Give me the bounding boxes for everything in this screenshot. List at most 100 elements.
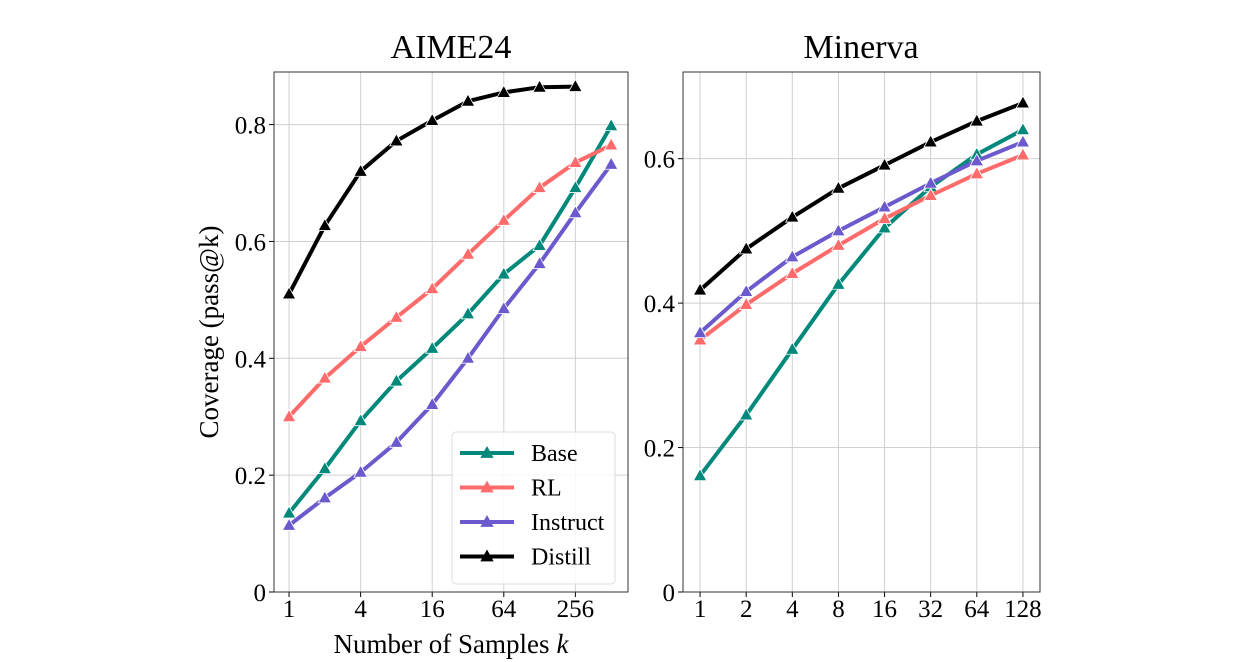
data-point-marker [784,249,800,263]
x-tick-label: 4 [786,596,799,623]
data-point-marker [568,204,583,219]
data-point-marker [532,237,547,251]
series-base [692,121,1031,482]
data-point-marker [496,212,512,226]
data-point-marker [877,210,892,224]
series-distill [281,78,583,300]
legend-label: Instruct [531,510,605,536]
data-point-marker [389,434,404,448]
data-point-marker [460,246,476,260]
data-point-marker [389,373,404,387]
data-point-marker [496,300,512,314]
series-line [287,143,613,419]
legend-triangle-icon [480,480,494,493]
axes-frame [682,71,1041,593]
data-point-marker [460,306,476,320]
data-point-marker [353,338,368,352]
x-tick-label: 32 [918,596,943,623]
data-point-marker [424,396,440,410]
data-point-marker [784,209,800,223]
x-tick-label: 8 [832,596,845,623]
data-point-marker [353,412,368,427]
series-distill [692,95,1031,296]
data-point-marker [568,154,583,168]
data-point-marker [353,464,368,478]
y-tick-label: 0.6 [644,147,675,174]
minerva-panel: 1 2 4 8 16 32 64 128 0 0.2 0.4 0.6 Minerva [644,29,1042,623]
x-tick-label: 64 [491,596,517,623]
y-tick-label: 0.6 [235,229,266,256]
data-point-marker [317,370,333,384]
x-tick-label: 1 [283,596,296,623]
y-axis-label: Coverage (pass@k) [194,225,224,438]
data-point-marker [603,117,619,132]
series-line [698,128,1024,477]
data-point-marker [1015,121,1031,136]
data-point-marker [460,350,476,364]
series-line [698,153,1024,342]
data-point-marker [496,266,512,280]
data-point-marker [603,156,619,170]
chart-title: AIME24 [391,29,512,66]
data-point-marker [532,79,547,93]
data-point-marker [877,199,892,213]
aime24-panel: 1 4 16 64 256 0 0.2 0.4 0.6 0.8 AIME24 Base RL Instru… [235,29,629,623]
data-point-marker [784,265,800,279]
data-point-marker [969,113,985,127]
data-point-marker [877,220,892,234]
data-point-marker [389,309,404,323]
data-point-marker [1015,95,1031,109]
x-tick-label: 16 [420,596,445,623]
data-point-marker [532,179,547,193]
data-point-marker [692,282,708,296]
data-point-marker [1015,147,1031,161]
x-tick-label: 4 [354,596,367,623]
legend-triangle-icon [480,446,494,458]
data-point-marker [281,517,297,531]
data-point-marker [317,490,333,504]
x-axis-label-text: Number of Samples [334,629,550,659]
data-point-marker [923,134,939,148]
legend-triangle-icon [480,515,494,527]
data-point-marker [532,255,547,269]
data-point-marker [692,332,708,346]
series-rl [281,137,619,423]
data-point-marker [603,137,619,151]
x-tick-label: 16 [872,596,897,623]
y-tick-label: 0 [663,580,676,607]
data-point-marker [969,153,985,167]
data-point-marker [923,187,939,201]
data-point-marker [281,286,297,300]
y-tick-label: 0.2 [644,436,675,463]
data-point-marker [831,223,846,237]
y-tick-label: 0.4 [644,291,676,318]
x-tick-label: 64 [964,596,990,623]
data-point-marker [424,340,440,354]
x-axis-label: Number of Samples k [334,629,570,659]
x-tick-label: 1 [694,596,707,623]
data-point-marker [1015,134,1031,148]
legend-label: Distill [531,545,591,571]
legend-label: RL [531,476,562,502]
y-tick-label: 0 [254,580,267,607]
y-tick-label: 0.4 [235,346,267,373]
series-line [287,124,613,515]
y-tick-label: 0.8 [235,113,266,140]
x-tick-label: 128 [1004,596,1042,623]
data-point-marker [877,157,892,171]
series-line [287,163,613,527]
data-point-marker [460,93,476,107]
data-point-marker [568,179,583,193]
data-point-marker [831,276,846,290]
legend-box [451,431,616,585]
legend-label: Base [531,441,578,467]
data-point-marker [496,84,512,98]
data-point-marker [568,78,583,92]
data-point-marker [281,408,297,423]
series-instruct [692,134,1031,339]
x-axis-label-var: k [556,629,569,659]
x-tick-label: 256 [557,596,595,623]
series-instruct [281,156,619,531]
legend: Base RL Instruct Distill [451,431,616,585]
x-tick-label: 2 [740,596,753,623]
